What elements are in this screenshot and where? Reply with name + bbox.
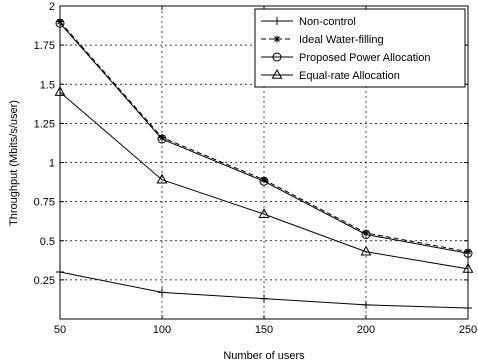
legend-box bbox=[254, 8, 466, 88]
legend-entry: Equal-rate Allocation bbox=[261, 68, 400, 82]
x-tick-label: 100 bbox=[153, 324, 171, 336]
circle-marker bbox=[361, 229, 371, 239]
y-tick-label: 2 bbox=[49, 1, 55, 13]
series-line bbox=[59, 22, 469, 254]
x-tick-label: 50 bbox=[54, 324, 66, 336]
plus-marker bbox=[273, 17, 281, 25]
y-axis-label: Throughput (Mbits/s/user) bbox=[8, 100, 20, 226]
legend-label: Equal-rate Allocation bbox=[299, 70, 400, 82]
x-tick-label: 200 bbox=[357, 324, 375, 336]
y-tick-label: 1.5 bbox=[40, 79, 55, 91]
y-tick-label: 1 bbox=[49, 158, 55, 170]
triangle-marker bbox=[156, 173, 168, 184]
legend-label: Ideal Water-filling bbox=[299, 34, 384, 46]
legend-label: Non-control bbox=[299, 16, 356, 28]
legend-entry: Non-control bbox=[261, 16, 356, 28]
x-tick-label: 250 bbox=[459, 324, 477, 336]
y-tick-label: 0.25 bbox=[34, 275, 55, 287]
legend: Non-control Ideal Water-filling Proposed P… bbox=[254, 8, 466, 88]
triangle-marker bbox=[258, 208, 270, 218]
legend-entry: Ideal Water-filling bbox=[261, 34, 384, 46]
y-tick-label: 1.75 bbox=[34, 40, 55, 52]
plus-marker bbox=[362, 300, 370, 309]
circle-marker bbox=[259, 176, 269, 186]
ticks: 50 100 150 200 250 0.25 0.5 0.75 1 1.25 1.5 1.75 2 bbox=[34, 1, 478, 336]
circle-marker bbox=[272, 52, 282, 62]
y-tick-label: 0.5 bbox=[40, 236, 55, 248]
legend-entry: Proposed Power Allocation bbox=[261, 52, 430, 64]
series-line bbox=[59, 91, 469, 270]
plus-marker bbox=[260, 294, 268, 303]
x-axis-label: Number of users bbox=[223, 350, 305, 362]
y-tick-label: 1.25 bbox=[34, 118, 55, 130]
y-tick-label: 0.75 bbox=[34, 197, 55, 209]
x-tick-label: 150 bbox=[255, 324, 273, 336]
circle-marker bbox=[157, 134, 167, 144]
triangle-marker bbox=[360, 245, 372, 256]
triangle-marker bbox=[271, 68, 283, 79]
legend-label: Proposed Power Allocation bbox=[299, 52, 430, 64]
plus-marker bbox=[158, 288, 166, 297]
star-marker-center bbox=[275, 37, 279, 41]
